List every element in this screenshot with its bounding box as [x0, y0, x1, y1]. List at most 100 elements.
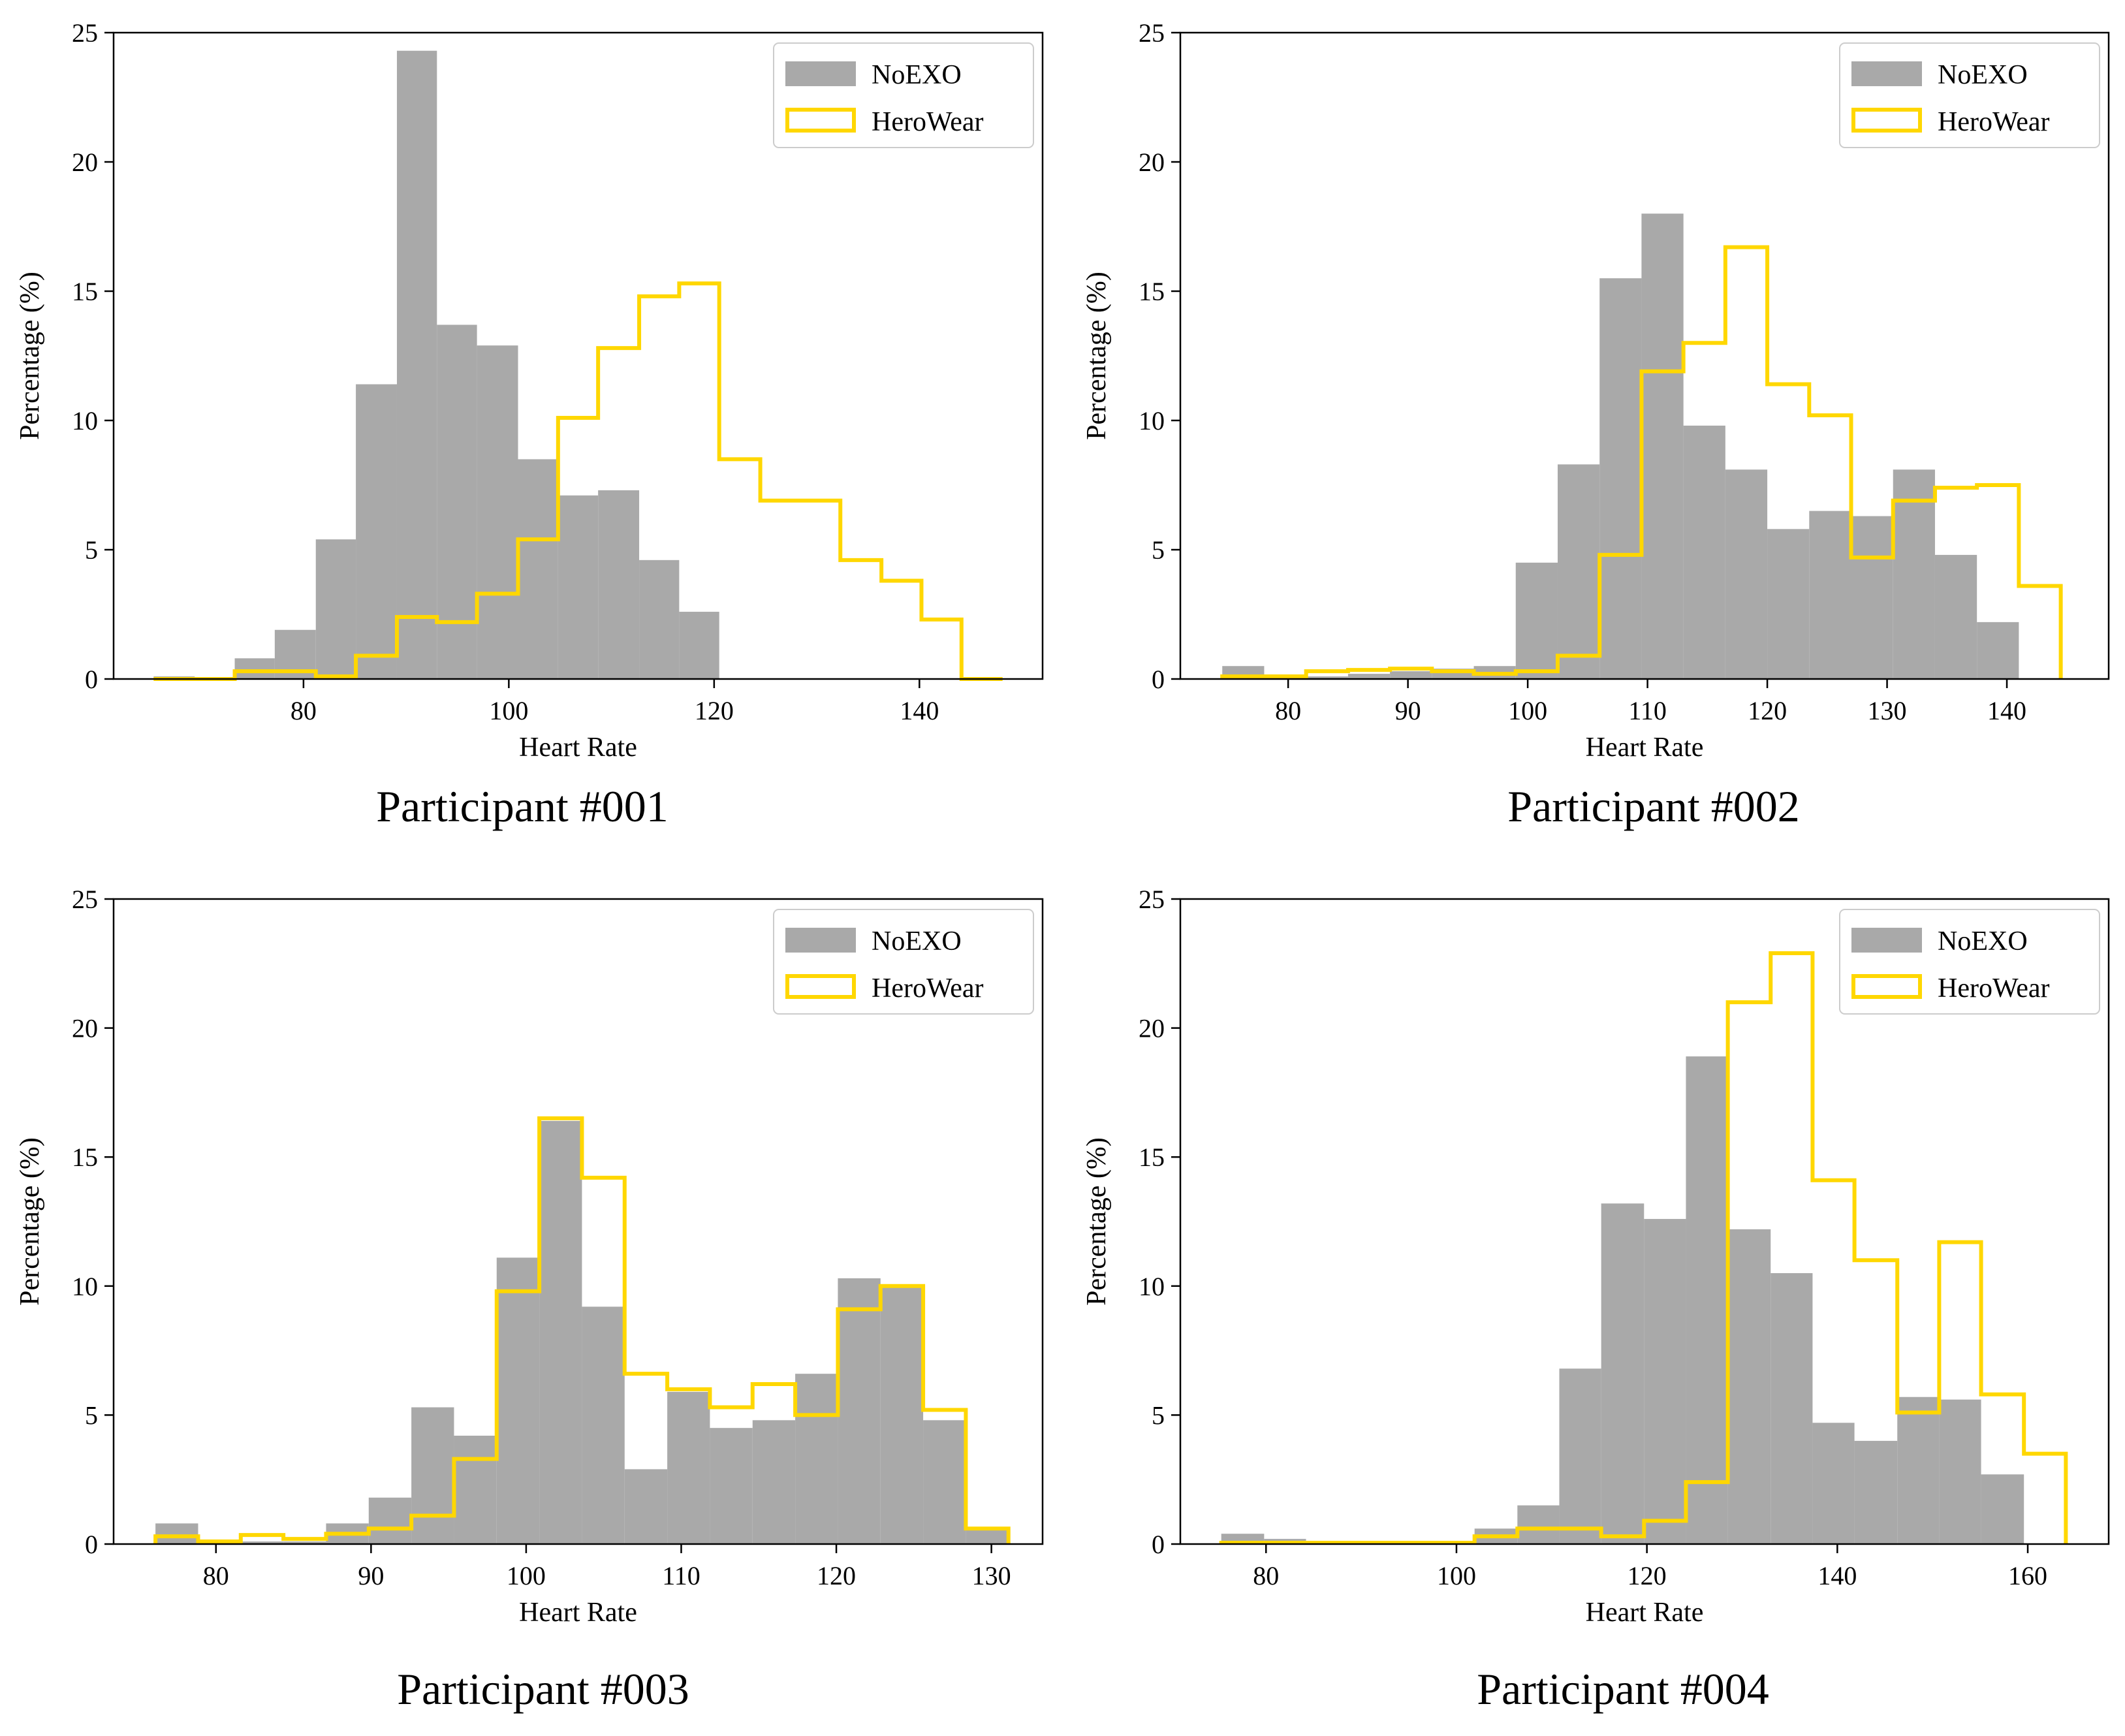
x-tick-label: 140: [1987, 696, 2026, 725]
legend-swatch-noexo: [1851, 61, 1922, 86]
noexo-bar: [1644, 1219, 1686, 1544]
x-tick-label: 130: [1868, 696, 1907, 725]
y-tick-label: 0: [1152, 665, 1165, 694]
axes-frame: [112, 898, 1044, 1545]
axes-frame: [1179, 31, 2110, 680]
noexo-bar: [1601, 1203, 1645, 1544]
y-tick-label: 10: [1139, 1272, 1165, 1301]
noexo-bar: [396, 50, 437, 680]
noexo-bar: [437, 324, 477, 680]
legend-swatch-noexo: [1851, 928, 1922, 953]
noexo-bar: [710, 1428, 753, 1544]
panel-caption-2: Participant #002: [1507, 781, 1800, 831]
herowear-step-line: [1220, 245, 2063, 679]
legend-label-noexo: NoEXO: [872, 926, 962, 956]
y-tick-label: 25: [72, 885, 98, 914]
noexo-bar: [1515, 562, 1558, 679]
y-tick-label: 25: [1139, 18, 1165, 48]
herowear-step-line: [153, 1116, 1011, 1544]
x-tick-label: 100: [1437, 1561, 1476, 1590]
herowear-step-line: [153, 281, 1003, 681]
x-axis-label: Heart Rate: [519, 1598, 637, 1628]
x-tick-label: 140: [1818, 1561, 1857, 1590]
noexo-bar: [1725, 469, 1768, 679]
noexo-bar: [582, 1306, 625, 1544]
noexo-bar: [1851, 516, 1893, 679]
legend: NoEXO HeroWear: [1839, 909, 2100, 1015]
noexo-bar: [234, 658, 275, 679]
noexo-bar: [539, 1120, 582, 1544]
noexo-bar: [411, 1407, 454, 1544]
noexo-bar: [1727, 1229, 1771, 1544]
x-tick-label: 100: [507, 1561, 546, 1590]
noexo-bar: [558, 495, 599, 679]
noexo-bar: [1897, 1397, 1940, 1544]
noexo-bar: [368, 1497, 412, 1544]
noexo-bar: [518, 459, 558, 679]
x-axis-label: Heart Rate: [1586, 733, 1704, 763]
legend-label-herowear: HeroWear: [1938, 973, 2050, 1003]
x-tick-label: 100: [1508, 696, 1547, 725]
noexo-bar: [454, 1436, 497, 1544]
x-axis-label: Heart Rate: [1586, 1598, 1704, 1628]
panel-caption-3: Participant #003: [397, 1664, 689, 1714]
x-tick-label: 80: [1253, 1561, 1279, 1590]
legend-label-noexo: NoEXO: [1938, 60, 2028, 90]
x-tick-label: 90: [1395, 696, 1421, 725]
noexo-bar: [1809, 511, 1851, 679]
legend-swatch-herowear: [1851, 974, 1922, 999]
y-tick-label: 10: [1139, 406, 1165, 435]
y-tick-label: 15: [1139, 277, 1165, 306]
noexo-bar: [1599, 278, 1642, 679]
x-tick-label: 110: [1628, 696, 1667, 725]
x-tick-label: 110: [662, 1561, 700, 1590]
noexo-bar: [752, 1420, 796, 1544]
x-tick-label: 80: [203, 1561, 229, 1590]
y-tick-label: 25: [72, 18, 98, 48]
x-tick-label: 140: [900, 696, 939, 725]
herowear-step-line: [1219, 951, 2068, 1545]
noexo-bar: [1306, 676, 1348, 679]
noexo-bar: [1977, 622, 2019, 679]
y-tick-label: 10: [72, 1272, 98, 1301]
chart-panel-3: 80 90 100 110 120 130 0 5 10 15 20 25 Heart Rate Perc…: [15, 885, 1044, 1628]
noexo-bar: [240, 1541, 284, 1544]
panel-caption-4: Participant #004: [1477, 1664, 1769, 1714]
noexo-bar: [1347, 674, 1391, 679]
noexo-bar: [1934, 554, 1977, 679]
noexo-bar: [1939, 1399, 1981, 1544]
noexo-bar: [496, 1257, 540, 1544]
legend-swatch-herowear: [785, 974, 856, 999]
noexo-bar: [1854, 1440, 1898, 1544]
y-axis-label: Percentage (%): [15, 272, 45, 440]
panel-caption-1: Participant #001: [376, 781, 669, 831]
noexo-bar: [838, 1278, 881, 1544]
noexo-bar: [1893, 469, 1935, 679]
x-tick-label: 120: [1628, 1561, 1667, 1590]
noexo-bar: [795, 1374, 838, 1544]
y-tick-label: 5: [1152, 535, 1165, 565]
noexo-bar: [315, 539, 356, 679]
noexo-bar: [1771, 1273, 1813, 1544]
y-tick-label: 5: [85, 1400, 98, 1430]
legend-swatch-noexo: [785, 61, 856, 86]
noexo-bar: [966, 1528, 1009, 1544]
noexo-bar: [1812, 1423, 1855, 1544]
noexo-bar: [1517, 1505, 1560, 1544]
legend: NoEXO HeroWear: [773, 909, 1034, 1015]
y-tick-label: 15: [72, 277, 98, 306]
y-axis-label: Percentage (%): [15, 1137, 45, 1306]
y-axis-label: Percentage (%): [1082, 272, 1112, 440]
y-tick-label: 15: [72, 1143, 98, 1172]
noexo-bar: [477, 345, 518, 679]
chart-panel-1: 80 100 120 140 0 5 10 15 20 25 Heart Rate Percentag…: [15, 18, 1044, 763]
legend: NoEXO HeroWear: [1839, 42, 2100, 148]
axes-frame: [112, 31, 1044, 680]
y-tick-label: 0: [1152, 1530, 1165, 1559]
y-tick-label: 20: [72, 1014, 98, 1043]
chart-panel-4: 80 100 120 140 160 0 5 10 15 20 25 Heart Rate Percen…: [1082, 885, 2110, 1628]
legend: NoEXO HeroWear: [773, 42, 1034, 148]
x-tick-label: 130: [972, 1561, 1011, 1590]
legend-swatch-noexo: [785, 928, 856, 953]
